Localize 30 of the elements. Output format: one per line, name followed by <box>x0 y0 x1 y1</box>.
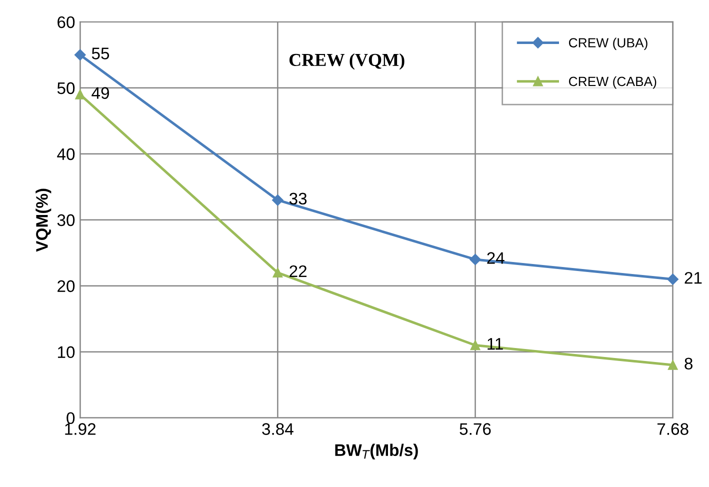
text: CREW (VQM) <box>289 53 404 70</box>
y-tick-label: 30 <box>57 214 75 226</box>
data-label: 55 <box>92 48 110 60</box>
point <box>667 274 678 285</box>
point <box>75 90 85 100</box>
data-label: 21 <box>684 272 702 284</box>
data-label: 49 <box>92 87 109 99</box>
legend-label: CREW (UBA) <box>568 38 648 50</box>
y-tick-label: 50 <box>57 82 75 94</box>
data-label: 8 <box>684 358 692 370</box>
y-tick-label: 60 <box>58 16 75 28</box>
x-tick-label: 5.76 <box>460 423 491 435</box>
y-tick-label: 10 <box>58 346 75 358</box>
point <box>668 360 678 370</box>
x-tick-label: 7.68 <box>657 423 688 435</box>
y-tick-label: 20 <box>58 280 75 292</box>
y-tick-label: 0 <box>66 412 75 424</box>
point <box>272 268 283 278</box>
legend-label: CREW (CABA) <box>568 76 656 89</box>
x-axis-title: BW$_{T}$(Mb/s) <box>335 444 418 460</box>
point <box>74 49 86 61</box>
y-tick-label: 40 <box>57 148 75 160</box>
y-axis-title: VQM(%) <box>36 188 52 252</box>
x-tick-label: 1.92 <box>65 423 96 435</box>
data-label: 22 <box>290 265 307 277</box>
point <box>470 254 481 266</box>
point <box>470 340 480 350</box>
point <box>272 194 284 206</box>
data-label: 33 <box>289 192 307 205</box>
x-tick-label: 3.84 <box>262 423 294 435</box>
